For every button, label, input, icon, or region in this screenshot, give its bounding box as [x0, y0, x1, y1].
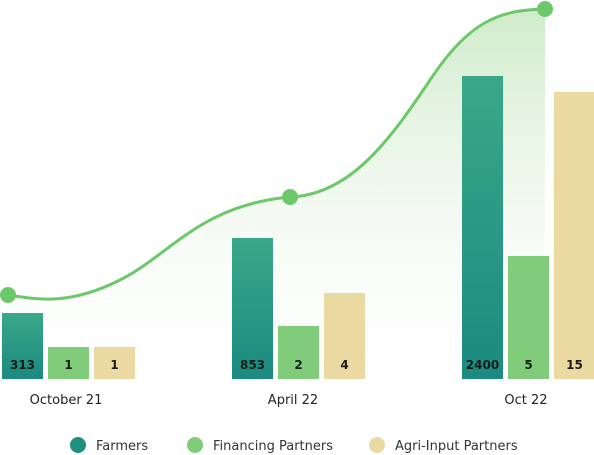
legend-label: Farmers — [96, 439, 148, 454]
category-labels: October 21 April 22 Oct 22 — [30, 393, 548, 408]
category-label: Oct 22 — [504, 393, 547, 408]
bar-value-label: 1 — [110, 358, 118, 372]
bar-farmers-1 — [232, 238, 273, 379]
bar-financing-partners-2 — [508, 256, 549, 379]
legend-item-agri-input-partners: Agri-Input Partners — [369, 437, 518, 454]
trend-area — [8, 9, 545, 379]
bar-farmers-2 — [462, 76, 503, 379]
category-label: April 22 — [268, 393, 318, 408]
bar-value-label: 313 — [10, 358, 35, 372]
trend-point-0 — [0, 287, 16, 303]
bar-value-label: 1 — [64, 358, 72, 372]
bar-agri-input-partners-0 — [94, 347, 135, 379]
bar-farmers-0 — [2, 313, 43, 379]
bar-agri-input-partners-1 — [324, 293, 365, 379]
bar-agri-input-partners-2 — [554, 92, 594, 379]
legend-label: Financing Partners — [213, 439, 333, 454]
trend-point-2 — [537, 1, 553, 17]
bar-value-label: 853 — [240, 358, 265, 372]
trend-points — [0, 1, 553, 303]
bar-value-label: 15 — [566, 358, 583, 372]
category-label: October 21 — [30, 393, 103, 408]
legend-item-farmers: Farmers — [70, 437, 148, 454]
legend-swatch — [369, 437, 385, 453]
legend-label: Agri-Input Partners — [395, 439, 518, 454]
trend-point-1 — [282, 189, 298, 205]
bar-value-label: 4 — [340, 358, 348, 372]
bars-layer: 313 853 2400 1 2 5 1 4 15 — [2, 76, 594, 379]
bar-value-label: 5 — [524, 358, 532, 372]
legend-swatch — [187, 437, 203, 453]
legend-swatch — [70, 437, 86, 453]
legend-item-financing-partners: Financing Partners — [187, 437, 333, 454]
bar-financing-partners-1 — [278, 326, 319, 379]
legend: Farmers Financing Partners Agri-Input Part… — [70, 437, 518, 454]
bar-value-label: 2400 — [466, 358, 499, 372]
bar-value-label: 2 — [294, 358, 302, 372]
bar-financing-partners-0 — [48, 347, 89, 379]
